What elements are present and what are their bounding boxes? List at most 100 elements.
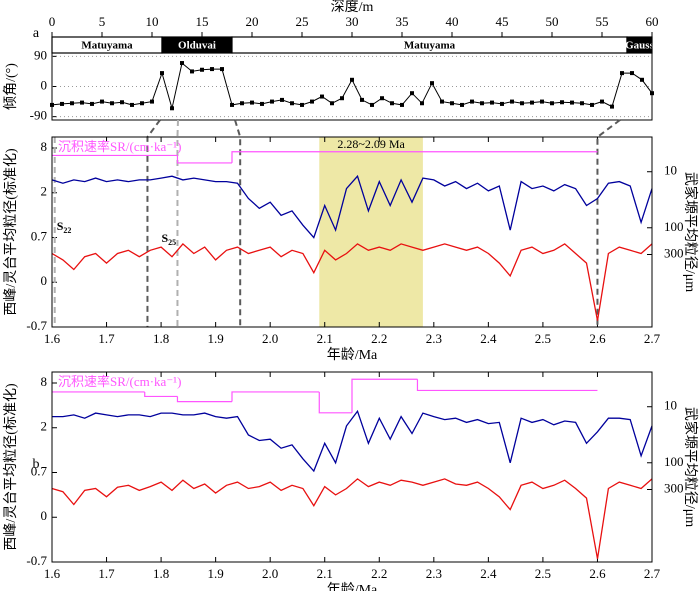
sr-label: 沉积速率SR/(cm·ka⁻¹) — [58, 139, 181, 154]
plot-frame — [51, 371, 653, 563]
data-point — [300, 102, 304, 107]
x-tick-label: 2.6 — [589, 566, 606, 581]
y2-tick-label: 300 — [664, 480, 684, 495]
x-tick-label: 60 — [646, 14, 659, 29]
data-line — [51, 242, 653, 321]
x-axis-label: 深度/m — [331, 0, 374, 15]
y-axis-label: 西峰/灵台平均粒径(标准化) — [3, 148, 19, 316]
y-tick-label: 2 — [41, 184, 48, 199]
data-point — [600, 99, 604, 104]
y-tick-label: 90 — [34, 47, 47, 62]
data-point — [130, 102, 134, 107]
data-point — [630, 71, 634, 76]
data-point — [410, 91, 414, 96]
y-axis-label: 西峰/灵台平均粒径(标准化) — [3, 383, 19, 551]
data-point — [180, 61, 184, 66]
data-point — [140, 101, 144, 106]
data-point — [390, 101, 394, 106]
data-point — [220, 67, 224, 72]
annotation-sub: 25 — [168, 238, 176, 247]
x-tick-label: 1.6 — [44, 566, 61, 581]
data-point — [470, 99, 474, 104]
y2-axis-label: 武家塬平均粒径/μm — [682, 407, 699, 527]
x-tick-label: 1.9 — [208, 566, 224, 581]
sr-step — [176, 396, 232, 403]
data-point — [190, 69, 194, 74]
data-point — [250, 100, 254, 105]
annotation: S25 — [161, 231, 176, 247]
highlight-label: 2.28~2.09 Ma — [337, 137, 405, 151]
y2-tick-label: 300 — [664, 245, 684, 260]
data-point — [240, 101, 244, 106]
annotation-sub: 22 — [63, 226, 71, 235]
x-tick-label: 2.5 — [535, 331, 551, 346]
data-point — [230, 102, 234, 107]
data-point — [80, 100, 84, 105]
sr-step — [318, 391, 352, 414]
plot-frame — [51, 136, 653, 328]
y2-axis-label: 武家塬平均粒径/μm — [682, 172, 699, 292]
panel-label: a — [33, 26, 40, 41]
polarity-name: Gauss — [625, 40, 654, 52]
sr-step — [231, 391, 320, 402]
sr-label: 沉积速率SR/(cm·ka⁻¹) — [58, 374, 181, 389]
sr-step — [351, 378, 418, 413]
x-tick-label: 2.7 — [644, 566, 661, 581]
data-point — [620, 71, 624, 76]
data-point — [310, 99, 314, 104]
x-axis-label: 年龄/Ma — [327, 347, 378, 363]
data-point — [150, 99, 154, 104]
data-point — [270, 99, 274, 104]
data-point — [450, 101, 454, 106]
data-point — [100, 99, 104, 104]
x-tick-label: 2.1 — [317, 331, 333, 346]
x-tick-label: 1.6 — [44, 331, 61, 346]
x-tick-label: 2.3 — [426, 331, 442, 346]
data-point — [120, 100, 124, 105]
y-axis-label: 倾角/(°) — [3, 63, 19, 110]
data-point — [530, 100, 534, 105]
x-tick-label: 40 — [446, 14, 459, 29]
x-tick-label: 1.9 — [208, 331, 224, 346]
data-point — [200, 67, 204, 72]
data-point — [640, 77, 644, 82]
data-point — [160, 71, 164, 76]
x-tick-label: 2.7 — [644, 331, 661, 346]
data-point — [90, 101, 94, 106]
data-point — [550, 101, 554, 106]
y-tick-label: -0.7 — [26, 318, 47, 333]
x-tick-label: 1.7 — [98, 566, 115, 581]
y2-tick-label: 10 — [664, 398, 677, 413]
data-line — [51, 478, 653, 559]
x-tick-label: 30 — [346, 14, 359, 29]
sr-step — [416, 379, 598, 392]
y-tick-label: 0.7 — [31, 228, 48, 243]
y-tick-label: 8 — [41, 139, 48, 154]
tie-line — [234, 119, 242, 327]
x-tick-label: 2.3 — [426, 566, 442, 581]
x-tick-label: 5 — [99, 14, 106, 29]
data-point — [510, 99, 514, 104]
data-point — [330, 101, 334, 106]
x-tick-label: 2.6 — [589, 331, 606, 346]
data-point — [370, 102, 374, 107]
y2-tick-label: 100 — [664, 219, 684, 234]
y2-tick-label: 10 — [664, 163, 677, 178]
data-line — [52, 409, 653, 473]
polarity-name: Matuyama — [404, 40, 456, 52]
x-tick-label: 25 — [296, 14, 309, 29]
sr-step — [176, 155, 232, 164]
y-tick-label: 0 — [41, 508, 48, 523]
data-point — [570, 100, 574, 105]
data-point — [110, 101, 114, 106]
x-tick-label: 2.1 — [317, 566, 333, 581]
x-tick-label: 1.8 — [153, 566, 169, 581]
data-point — [540, 99, 544, 104]
x-tick-label: 2.4 — [480, 331, 497, 346]
data-point — [520, 101, 524, 106]
y-tick-label: 8 — [41, 374, 48, 389]
x-tick-label: 2.0 — [262, 331, 278, 346]
tie-line — [176, 119, 179, 327]
x-tick-label: 2.0 — [262, 566, 278, 581]
